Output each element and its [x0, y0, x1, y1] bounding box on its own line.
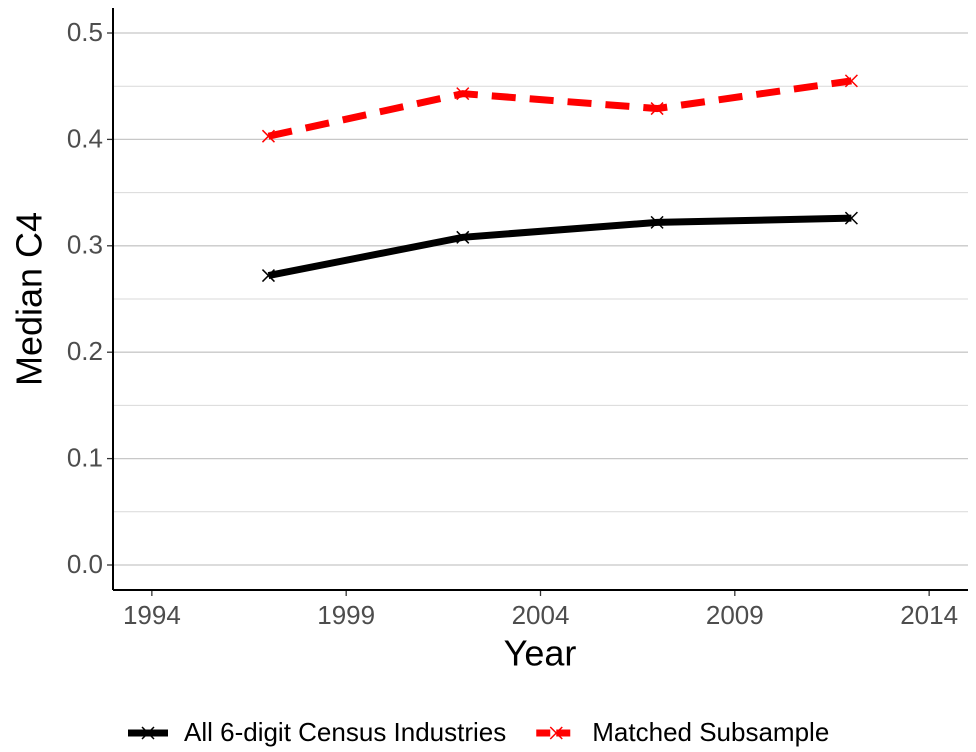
point-marker [844, 74, 858, 88]
point-marker [650, 215, 664, 229]
legend-marker [549, 726, 563, 740]
series-line [267, 77, 852, 140]
x-tick-label: 2014 [900, 600, 958, 630]
y-tick-label: 0.4 [67, 123, 103, 153]
y-tick-label: 0.5 [67, 17, 103, 47]
point-marker [456, 87, 470, 101]
point-marker [456, 230, 470, 244]
legend: All 6-digit Census Industries Matched Sub… [128, 717, 829, 747]
y-tick-label: 0.1 [67, 442, 103, 472]
legend-marker [141, 726, 155, 740]
grid [113, 32, 968, 566]
legend-label: Matched Subsample [592, 717, 829, 747]
point-marker [261, 129, 275, 143]
x-axis-title: Year [504, 633, 577, 674]
point-marker [844, 211, 858, 225]
x-tick-label: 2004 [512, 600, 570, 630]
point-marker [261, 269, 275, 283]
point-marker [650, 102, 664, 116]
legend-label: All 6-digit Census Industries [184, 717, 506, 747]
y-axis-title: Median C4 [9, 212, 50, 386]
x-tick-label: 1999 [317, 600, 375, 630]
x-tick-label: 2009 [706, 600, 764, 630]
series-line [267, 214, 852, 280]
y-tick-label: 0.0 [67, 549, 103, 579]
x-tick-label: 1994 [123, 600, 181, 630]
y-tick-label: 0.3 [67, 230, 103, 260]
y-tick-label: 0.2 [67, 336, 103, 366]
